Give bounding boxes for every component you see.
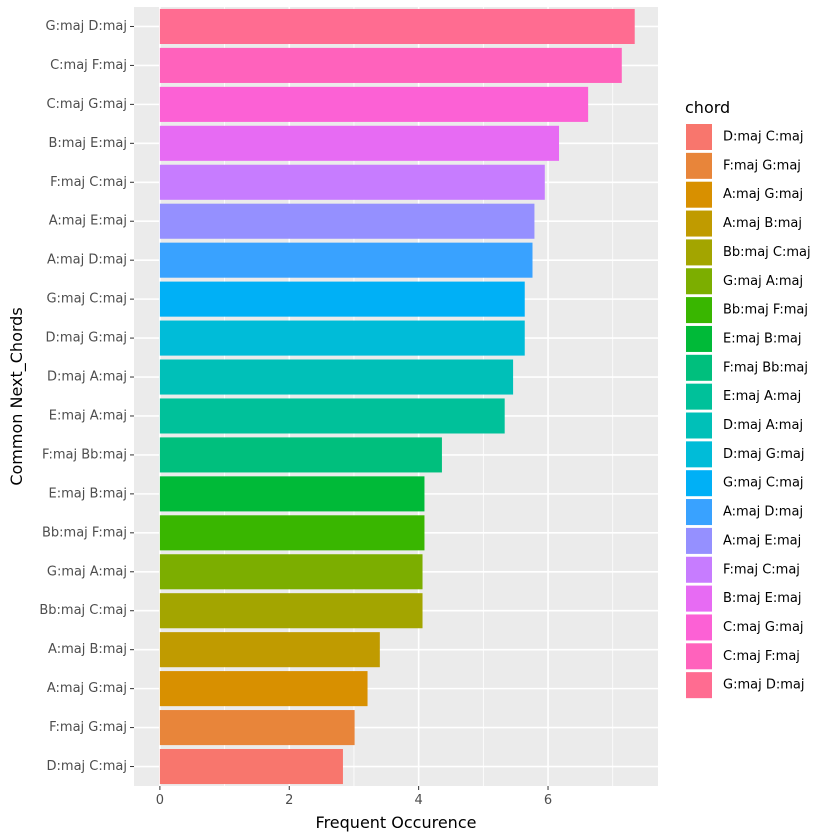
bar xyxy=(159,320,525,356)
bar xyxy=(159,86,589,122)
legend-key xyxy=(686,441,712,468)
bar xyxy=(159,125,560,161)
y-tick-label: G:maj A:maj xyxy=(47,564,127,579)
legend-key xyxy=(686,297,712,324)
legend-key xyxy=(686,181,712,208)
legend-label: A:maj G:maj xyxy=(723,187,803,202)
y-tick-label: D:maj C:maj xyxy=(47,759,127,774)
y-tick-label: A:maj B:maj xyxy=(48,642,127,657)
bar xyxy=(159,748,343,785)
y-tick-label: G:maj C:maj xyxy=(46,292,127,307)
bar xyxy=(159,398,505,434)
legend-label: C:maj F:maj xyxy=(723,649,800,664)
bar xyxy=(159,554,423,590)
y-tick-label: C:maj G:maj xyxy=(46,97,127,112)
y-tick-label: Bb:maj C:maj xyxy=(39,603,127,618)
legend-key xyxy=(686,556,712,583)
bar xyxy=(159,437,442,473)
bar xyxy=(159,281,525,317)
y-tick-label: D:maj A:maj xyxy=(47,370,127,385)
bars xyxy=(159,8,635,785)
bar xyxy=(159,164,545,200)
legend-key xyxy=(686,643,712,670)
y-tick-label: G:maj D:maj xyxy=(46,19,127,34)
legend-key xyxy=(686,585,712,612)
legend-key xyxy=(686,412,712,439)
y-tick-label: F:maj G:maj xyxy=(49,720,127,735)
y-tick-label: D:maj G:maj xyxy=(46,331,127,346)
y-tick-label: E:maj A:maj xyxy=(49,408,127,423)
legend-key xyxy=(686,354,712,381)
x-axis: 0 2 4 6 xyxy=(156,786,552,808)
y-axis: G:maj D:maj C:maj F:maj C:maj G:maj B:maj E… xyxy=(39,19,134,774)
legend-label: F:maj G:maj xyxy=(723,158,801,173)
legend-label: G:maj D:maj xyxy=(723,678,804,693)
legend-label: Bb:maj C:maj xyxy=(723,245,811,260)
legend-key xyxy=(686,383,712,410)
bar xyxy=(159,710,355,746)
bar xyxy=(159,47,622,83)
legend-label: A:maj D:maj xyxy=(723,505,803,520)
bar xyxy=(159,593,423,629)
y-axis-title: Common Next_Chords xyxy=(7,307,27,485)
legend-label: G:maj C:maj xyxy=(723,476,804,491)
y-tick-label: F:maj Bb:maj xyxy=(42,447,127,462)
legend-key xyxy=(686,499,712,526)
bar xyxy=(159,203,535,239)
legend-key xyxy=(686,239,712,266)
bar xyxy=(159,671,368,707)
bar xyxy=(159,242,533,278)
legend-label: E:maj A:maj xyxy=(723,389,801,404)
legend-key xyxy=(686,152,712,179)
legend-label: D:maj A:maj xyxy=(723,418,803,433)
x-tick-label: 2 xyxy=(285,793,293,808)
x-tick-label: 0 xyxy=(156,793,164,808)
y-tick-label: E:maj B:maj xyxy=(48,486,127,501)
bar xyxy=(159,515,425,551)
bar xyxy=(159,632,380,668)
legend-label: Bb:maj F:maj xyxy=(723,303,808,318)
y-tick-label: Bb:maj F:maj xyxy=(42,525,127,540)
x-tick-label: 6 xyxy=(544,793,552,808)
legend-label: D:maj C:maj xyxy=(723,130,803,145)
bar xyxy=(159,476,425,512)
legend-label: A:maj E:maj xyxy=(723,533,801,548)
legend-key xyxy=(686,268,712,295)
legend-title: chord xyxy=(685,98,730,117)
bar xyxy=(159,8,635,45)
legend-label: E:maj B:maj xyxy=(723,331,802,346)
y-tick-label: A:maj E:maj xyxy=(49,214,127,229)
legend-key xyxy=(686,470,712,497)
legend-label: F:maj C:maj xyxy=(723,562,800,577)
legend-label: B:maj E:maj xyxy=(723,591,802,606)
legend-label: D:maj G:maj xyxy=(723,447,804,462)
y-tick-label: F:maj C:maj xyxy=(50,175,127,190)
legend-key xyxy=(686,210,712,237)
x-tick-label: 4 xyxy=(415,793,423,808)
legend-key xyxy=(686,527,712,554)
x-axis-title: Frequent Occurence xyxy=(316,813,477,832)
y-tick-label: B:maj E:maj xyxy=(48,136,127,151)
legend-label: C:maj G:maj xyxy=(723,620,804,635)
bar xyxy=(159,359,514,395)
legend-key xyxy=(686,614,712,641)
legend-key xyxy=(686,325,712,352)
legend-key xyxy=(686,672,712,699)
legend-key xyxy=(686,124,712,150)
y-tick-label: A:maj G:maj xyxy=(47,681,127,696)
y-tick-label: C:maj F:maj xyxy=(50,58,127,73)
y-tick-label: A:maj D:maj xyxy=(47,253,127,268)
legend-label: F:maj Bb:maj xyxy=(723,360,808,375)
legend: chord D:maj C:maj F:maj G:maj A:maj G:maj A… xyxy=(685,98,811,699)
plot-panel xyxy=(134,7,658,786)
legend-label: G:maj A:maj xyxy=(723,274,803,289)
legend-label: A:maj B:maj xyxy=(723,216,802,231)
